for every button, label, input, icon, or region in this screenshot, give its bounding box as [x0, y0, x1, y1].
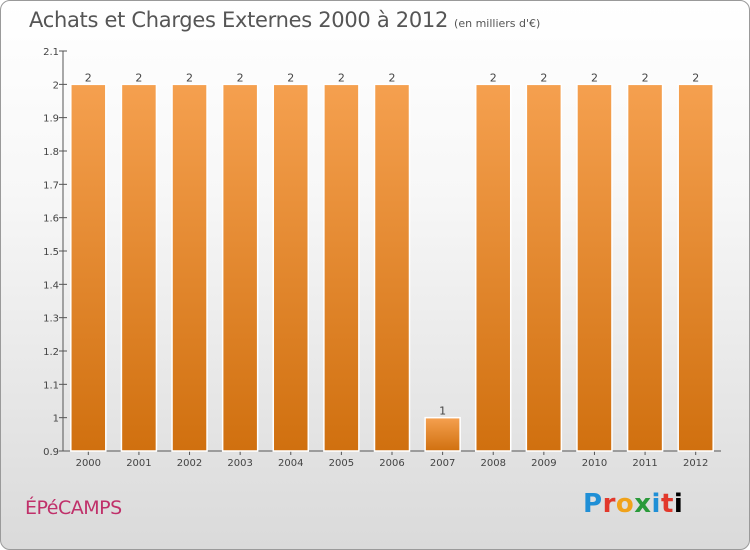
- chart-bars: [70, 83, 714, 452]
- x-tick-label-2007: 2007: [430, 458, 455, 469]
- chart-title: Achats et Charges Externes 2000 à 2012 (e…: [29, 8, 540, 32]
- bar-2012: [677, 83, 714, 452]
- data-label-2000: 2: [85, 71, 92, 84]
- x-tick-label-2012: 2012: [683, 458, 708, 469]
- data-label-2012: 2: [692, 71, 699, 84]
- data-label-2004: 2: [287, 71, 294, 84]
- bar-2004: [272, 83, 310, 452]
- y-tick-label: 1.6: [43, 214, 59, 225]
- chart-labels: 2 2000 2 2001 2 2002 2 2003 2 2004 2 2005 2 2006 1 2007…: [76, 71, 709, 469]
- chart-title-text: Achats et Charges Externes 2000 à 2012: [29, 8, 449, 32]
- bar-2002: [171, 83, 208, 452]
- bar-2011: [626, 83, 664, 452]
- bar-2003: [221, 83, 259, 452]
- y-tick-label: 1.4: [43, 280, 59, 291]
- data-label-2010: 2: [591, 71, 598, 84]
- logo-letter: t: [660, 489, 674, 519]
- bar-2007: [424, 416, 461, 452]
- x-tick-label-2005: 2005: [329, 458, 354, 469]
- bar-2001: [120, 83, 158, 452]
- bar-2008: [474, 83, 512, 452]
- x-tick-label-2011: 2011: [632, 458, 657, 469]
- data-label-2007: 1: [439, 405, 446, 418]
- bar-2010: [576, 83, 613, 452]
- x-tick-label-2004: 2004: [278, 458, 303, 469]
- bar-2009: [525, 83, 563, 452]
- y-tick-label: 1.8: [43, 147, 59, 158]
- data-label-2003: 2: [237, 71, 244, 84]
- x-tick-label-2001: 2001: [126, 458, 151, 469]
- data-label-2011: 2: [642, 71, 649, 84]
- bar-2005: [323, 83, 360, 452]
- y-tick-label: 1.2: [43, 347, 59, 358]
- logo-letter: r: [602, 489, 616, 519]
- logo-letter: x: [634, 489, 652, 519]
- logo-letter: P: [583, 489, 603, 519]
- x-tick-label-2010: 2010: [582, 458, 607, 469]
- logo-letter: i: [651, 489, 661, 519]
- logo-letter: o: [615, 489, 635, 519]
- y-tick-label: 1.7: [43, 180, 59, 191]
- data-label-2005: 2: [338, 71, 345, 84]
- x-tick-label-2003: 2003: [227, 458, 252, 469]
- y-tick-label: 2: [53, 80, 59, 91]
- y-tick-label: 1.1: [43, 380, 59, 391]
- data-label-2009: 2: [540, 71, 547, 84]
- logo-letter: i: [673, 489, 684, 519]
- y-tick-label: 1: [53, 414, 59, 425]
- bar-2000: [70, 83, 107, 452]
- proxiti-logo[interactable]: Proxiti: [583, 489, 683, 519]
- y-tick-label: 1.9: [43, 114, 59, 125]
- x-tick-label-2002: 2002: [177, 458, 202, 469]
- x-tick-label-2009: 2009: [531, 458, 556, 469]
- x-tick-label-2008: 2008: [481, 458, 506, 469]
- data-label-2002: 2: [186, 71, 193, 84]
- y-tick-label: 1.3: [43, 314, 59, 325]
- data-label-2006: 2: [389, 71, 396, 84]
- bar-2006: [373, 83, 411, 452]
- chart-subtitle: (en milliers d'€): [454, 17, 541, 30]
- x-tick-label-2000: 2000: [76, 458, 101, 469]
- y-tick-label: 2.1: [43, 47, 59, 58]
- y-tick-label: 0.9: [43, 447, 59, 458]
- data-label-2008: 2: [490, 71, 497, 84]
- y-tick-label: 1.5: [43, 247, 59, 258]
- data-label-2001: 2: [135, 71, 142, 84]
- x-tick-label-2006: 2006: [379, 458, 404, 469]
- city-name: ÉPéCAMPS: [25, 497, 122, 519]
